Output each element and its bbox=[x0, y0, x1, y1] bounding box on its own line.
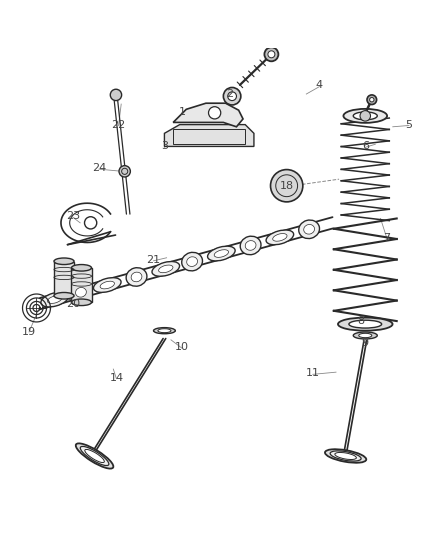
Text: 20: 20 bbox=[66, 298, 80, 309]
Text: 5: 5 bbox=[406, 119, 413, 130]
Ellipse shape bbox=[182, 252, 202, 271]
Bar bbox=[71, 268, 92, 302]
Circle shape bbox=[268, 51, 275, 58]
Ellipse shape bbox=[54, 293, 74, 299]
Circle shape bbox=[223, 87, 241, 105]
Ellipse shape bbox=[187, 257, 198, 266]
Ellipse shape bbox=[126, 268, 147, 286]
Ellipse shape bbox=[208, 246, 235, 261]
Bar bbox=[173, 128, 245, 144]
Bar bbox=[54, 262, 74, 296]
Text: 10: 10 bbox=[175, 342, 189, 352]
Ellipse shape bbox=[76, 443, 113, 469]
Text: 6: 6 bbox=[362, 141, 369, 151]
Text: 3: 3 bbox=[161, 141, 168, 151]
Ellipse shape bbox=[54, 258, 74, 264]
Text: 9: 9 bbox=[362, 338, 369, 348]
Ellipse shape bbox=[75, 287, 86, 297]
Text: 21: 21 bbox=[146, 255, 161, 265]
Ellipse shape bbox=[214, 249, 229, 257]
Text: 4: 4 bbox=[316, 80, 323, 90]
Ellipse shape bbox=[335, 453, 357, 459]
Text: 7: 7 bbox=[384, 233, 391, 243]
Text: 22: 22 bbox=[111, 119, 126, 130]
Ellipse shape bbox=[353, 112, 377, 120]
Ellipse shape bbox=[71, 283, 92, 302]
Polygon shape bbox=[173, 103, 243, 127]
Ellipse shape bbox=[349, 320, 381, 328]
Circle shape bbox=[208, 107, 221, 119]
Ellipse shape bbox=[131, 272, 142, 282]
Circle shape bbox=[370, 98, 374, 102]
Circle shape bbox=[265, 47, 279, 61]
Circle shape bbox=[360, 111, 371, 121]
Circle shape bbox=[367, 95, 377, 104]
Text: 18: 18 bbox=[279, 181, 294, 191]
Circle shape bbox=[271, 169, 303, 202]
Circle shape bbox=[110, 89, 122, 101]
Ellipse shape bbox=[299, 220, 319, 239]
Ellipse shape bbox=[338, 318, 392, 330]
Ellipse shape bbox=[304, 224, 314, 234]
Ellipse shape bbox=[80, 447, 109, 465]
Ellipse shape bbox=[100, 281, 114, 289]
Ellipse shape bbox=[343, 109, 387, 123]
Ellipse shape bbox=[266, 230, 293, 245]
Text: 1: 1 bbox=[178, 107, 185, 117]
Text: 24: 24 bbox=[92, 163, 106, 173]
Ellipse shape bbox=[153, 328, 175, 334]
Text: 14: 14 bbox=[110, 373, 124, 383]
Text: 23: 23 bbox=[66, 211, 80, 221]
Text: 2: 2 bbox=[226, 89, 233, 99]
Ellipse shape bbox=[245, 240, 256, 251]
Ellipse shape bbox=[330, 451, 361, 461]
Ellipse shape bbox=[353, 332, 377, 339]
Ellipse shape bbox=[152, 262, 180, 276]
Ellipse shape bbox=[41, 292, 68, 307]
Circle shape bbox=[85, 217, 97, 229]
Ellipse shape bbox=[325, 449, 366, 463]
Text: 19: 19 bbox=[22, 327, 36, 337]
Ellipse shape bbox=[159, 265, 173, 273]
Ellipse shape bbox=[93, 278, 121, 293]
Ellipse shape bbox=[47, 296, 62, 303]
Ellipse shape bbox=[240, 236, 261, 255]
Circle shape bbox=[119, 166, 131, 177]
Ellipse shape bbox=[158, 329, 171, 333]
Ellipse shape bbox=[71, 299, 92, 305]
Ellipse shape bbox=[359, 333, 372, 338]
Ellipse shape bbox=[85, 449, 104, 463]
Ellipse shape bbox=[71, 264, 92, 271]
Circle shape bbox=[228, 92, 237, 101]
Polygon shape bbox=[164, 125, 254, 147]
Ellipse shape bbox=[273, 233, 287, 241]
Text: 8: 8 bbox=[357, 316, 364, 326]
Text: 11: 11 bbox=[306, 368, 320, 378]
